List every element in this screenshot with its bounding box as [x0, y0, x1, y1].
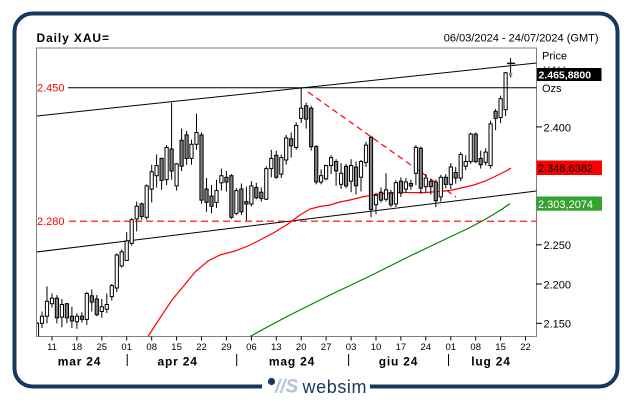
svg-text:15: 15	[495, 342, 506, 353]
svg-text:apr 24: apr 24	[158, 355, 198, 369]
svg-text:Price: Price	[542, 51, 567, 63]
svg-text:22: 22	[196, 342, 207, 353]
svg-text:20: 20	[296, 342, 307, 353]
svg-text:01: 01	[446, 342, 457, 353]
svg-text:2.303,2074: 2.303,2074	[538, 199, 593, 211]
svg-text:22: 22	[520, 342, 531, 353]
svg-text://S: //S	[274, 377, 299, 398]
svg-text:06/03/2024 - 24/07/2024 (GMT): 06/03/2024 - 24/07/2024 (GMT)	[444, 32, 599, 44]
svg-text:mag 24: mag 24	[269, 355, 315, 369]
svg-text:15: 15	[171, 342, 182, 353]
svg-text:27: 27	[321, 342, 332, 353]
svg-text:2.450: 2.450	[37, 83, 65, 95]
svg-text:giu 24: giu 24	[379, 355, 418, 369]
svg-text:18: 18	[72, 342, 83, 353]
svg-text:24: 24	[421, 342, 432, 353]
svg-text:2.400: 2.400	[544, 122, 572, 134]
svg-text:17: 17	[396, 342, 407, 353]
svg-text:Daily XAU=: Daily XAU=	[37, 31, 110, 45]
svg-text:2.280: 2.280	[37, 216, 65, 228]
svg-text:Ozs: Ozs	[542, 83, 562, 95]
svg-text:2.150: 2.150	[544, 319, 572, 331]
svg-text:11: 11	[47, 342, 57, 353]
svg-text:29: 29	[221, 342, 232, 353]
svg-text:10: 10	[371, 342, 382, 353]
svg-text:websim: websim	[302, 377, 368, 397]
svg-text:mar 24: mar 24	[58, 355, 102, 369]
svg-text:08: 08	[146, 342, 157, 353]
svg-text:2.250: 2.250	[544, 240, 572, 252]
svg-text:06: 06	[246, 342, 257, 353]
svg-text:2.465,8800: 2.465,8800	[539, 70, 592, 82]
svg-text:03: 03	[346, 342, 357, 353]
svg-text:13: 13	[271, 342, 282, 353]
svg-text:2.348,6382: 2.348,6382	[538, 163, 593, 175]
svg-text:lug 24: lug 24	[471, 355, 510, 369]
svg-text:08: 08	[470, 342, 481, 353]
svg-text:01: 01	[121, 342, 132, 353]
svg-text:2.200: 2.200	[544, 279, 572, 291]
svg-text:25: 25	[97, 342, 108, 353]
